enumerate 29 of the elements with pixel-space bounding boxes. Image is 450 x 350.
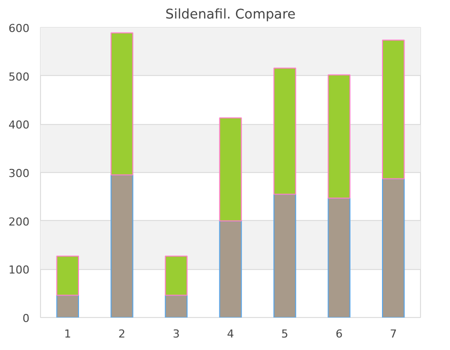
bar — [219, 117, 242, 222]
bar — [328, 198, 350, 318]
x-tick-label: 6 — [336, 328, 343, 340]
bar — [273, 68, 296, 195]
bar — [164, 256, 188, 296]
bar — [382, 178, 405, 318]
y-tick-label: 0 — [22, 312, 30, 325]
y-tick-label: 100 — [8, 264, 30, 277]
bar — [56, 256, 79, 296]
x-tick-label: 7 — [390, 328, 397, 340]
bar — [382, 40, 405, 180]
bar — [273, 194, 296, 318]
y-tick-label: 200 — [8, 215, 30, 228]
chart-title: Sildenafil. Compare — [165, 8, 296, 22]
x-tick-label: 4 — [227, 328, 234, 340]
y-tick-label: 400 — [8, 118, 30, 132]
x-tick-label: 5 — [281, 328, 288, 340]
bar — [110, 32, 134, 176]
y-tick-label: 300 — [8, 167, 30, 180]
bar — [164, 294, 188, 318]
y-tick-label: 600 — [8, 22, 30, 35]
bar — [219, 220, 242, 318]
bar — [328, 74, 350, 199]
bar — [110, 174, 134, 318]
x-tick-label: 1 — [64, 328, 72, 340]
bar — [56, 294, 79, 318]
x-tick-label: 2 — [118, 328, 126, 340]
y-tick-label: 500 — [8, 70, 30, 84]
x-tick-label: 3 — [172, 328, 180, 340]
